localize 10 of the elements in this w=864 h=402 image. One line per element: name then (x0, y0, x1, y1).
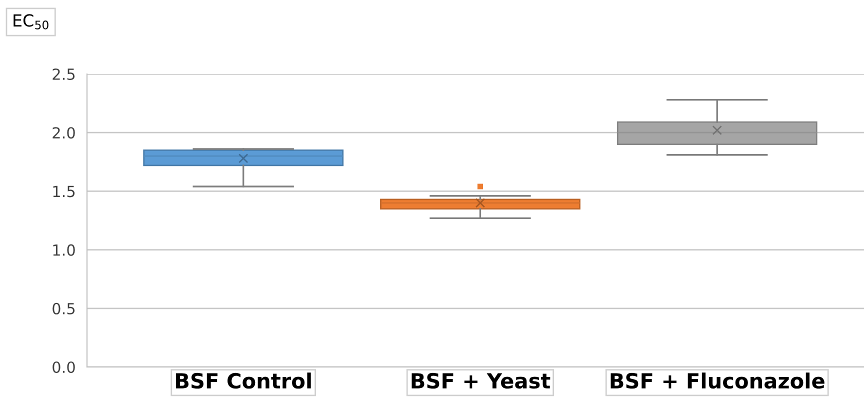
y-axis-title: EC$_{50}$ (14, 14, 48, 30)
x-tick-label: BSF Control (176, 372, 311, 389)
y-tick-label: 0.0 (52, 361, 75, 374)
y-tick-label: 0.5 (52, 302, 75, 314)
x-tick-label: BSF + Fluconazole (610, 372, 824, 389)
y-tick-label: 1.5 (53, 186, 75, 198)
y-tick-label: 1.0 (53, 244, 75, 256)
y-tick-label: 2.0 (52, 127, 75, 139)
x-tick-label: BSF + Yeast (412, 372, 550, 389)
y-tick-label: 2.5 (52, 68, 75, 80)
